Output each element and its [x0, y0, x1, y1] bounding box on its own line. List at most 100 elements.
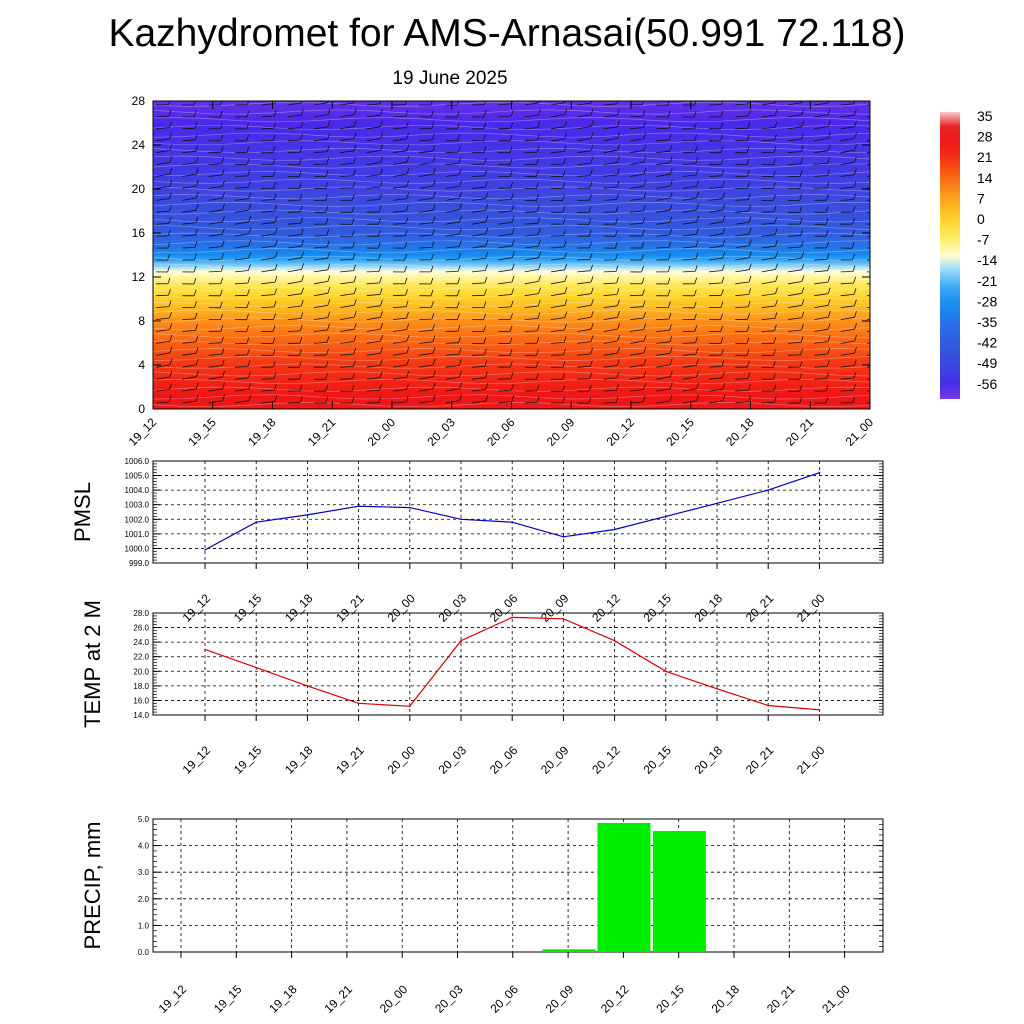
wind-barb [735, 134, 750, 142]
wind-barb [261, 325, 276, 332]
wind-barb [287, 384, 303, 392]
contour-line [153, 117, 870, 123]
wind-barb [208, 157, 225, 165]
contour-line [153, 132, 870, 138]
y-tick-label: 1004.0 [125, 486, 150, 495]
wind-barb [735, 372, 751, 380]
colorbar-label: -49 [977, 355, 997, 371]
wind-barb [735, 263, 752, 273]
wind-barb [524, 299, 541, 308]
colorbar-label: -28 [977, 293, 997, 309]
wind-barb [603, 396, 619, 404]
wind-barb [340, 396, 355, 404]
wind-barb [155, 204, 172, 213]
wind-barb [261, 122, 277, 130]
wind-barb [708, 394, 726, 404]
pmsl-point [357, 505, 360, 507]
x-tick-label: 20_09 [544, 415, 578, 449]
y-tick-label: 12 [132, 270, 146, 284]
wind-barb [603, 276, 619, 285]
wind-barb [182, 241, 198, 249]
temp-point [460, 639, 462, 642]
wind-barb [577, 323, 594, 332]
temp-point [409, 705, 411, 708]
wind-barb [419, 110, 434, 118]
wind-barb [287, 337, 303, 344]
wind-barb [182, 335, 199, 344]
temp-point [562, 618, 565, 620]
wind-barb [261, 337, 276, 344]
pmsl-point [665, 515, 667, 518]
wind-barb [814, 230, 829, 237]
wind-barb [208, 359, 225, 368]
temp-point [818, 709, 821, 711]
wind-barb [340, 287, 357, 297]
wind-barb [840, 384, 856, 392]
wind-barb [182, 358, 199, 368]
wind-barb [682, 347, 699, 356]
wind-barb [761, 194, 776, 201]
wind-barb [182, 324, 198, 332]
wind-barb [287, 239, 304, 249]
wind-barb [313, 206, 329, 213]
wind-barb [471, 383, 489, 392]
wind-barb [708, 110, 724, 118]
wind-barb [287, 121, 304, 130]
contour-line [153, 124, 870, 130]
wind-barb [682, 227, 699, 237]
wind-barb [814, 372, 830, 380]
wind-barb [208, 336, 224, 344]
wind-barb [735, 239, 752, 249]
wind-barb [629, 334, 647, 344]
wind-barb [419, 204, 436, 213]
wind-barb [366, 101, 382, 106]
wind-barb [814, 264, 830, 273]
wind-barb [392, 132, 410, 142]
wind-barb [498, 360, 513, 368]
wind-barb [234, 325, 249, 332]
wind-barb [814, 253, 830, 261]
wind-barb [366, 120, 383, 130]
wind-barb [498, 204, 515, 213]
wind-barb [840, 396, 856, 404]
wind-barb [629, 144, 647, 154]
wind-barb [787, 217, 803, 225]
contour-line [153, 271, 870, 277]
wind-barb [629, 358, 647, 368]
wind-barb [392, 265, 407, 273]
wind-barb [787, 206, 803, 213]
wind-barb [761, 263, 778, 273]
wind-barb [524, 349, 539, 356]
wind-barb [814, 299, 831, 308]
wind-barb [761, 251, 778, 261]
wind-barb [656, 179, 673, 189]
wind-barb [419, 358, 436, 368]
y-tick-label: 5.0 [138, 815, 150, 824]
wind-barb [419, 301, 434, 308]
wind-barb [603, 168, 620, 177]
wind-barb [287, 275, 304, 285]
wind-barb [840, 168, 857, 177]
wind-barb [524, 275, 541, 285]
colorbar: 35 28 21 14 7 0 -7 -14 -21 -28 -35 -42 -49 -56 [940, 108, 997, 399]
wind-barb [550, 120, 568, 130]
wind-barb [366, 322, 383, 332]
wind-barb [577, 360, 593, 368]
wind-barb [471, 169, 488, 177]
wind-barb [155, 253, 170, 261]
colorbar-label: -7 [977, 232, 990, 248]
x-tick-label: 19_18 [282, 743, 316, 777]
wind-barb [419, 277, 434, 285]
contour-line [153, 356, 870, 361]
wind-barb [656, 216, 673, 225]
wind-barb [761, 287, 778, 297]
wind-barb [340, 264, 356, 273]
wind-barb [313, 182, 329, 189]
x-tick-label: 20_18 [709, 982, 743, 1016]
wind-barb [392, 358, 410, 368]
wind-barb [340, 299, 357, 308]
wind-barb [208, 134, 224, 142]
wind-barb [524, 182, 539, 189]
wind-barb [208, 110, 223, 118]
wind-barb [682, 359, 699, 368]
